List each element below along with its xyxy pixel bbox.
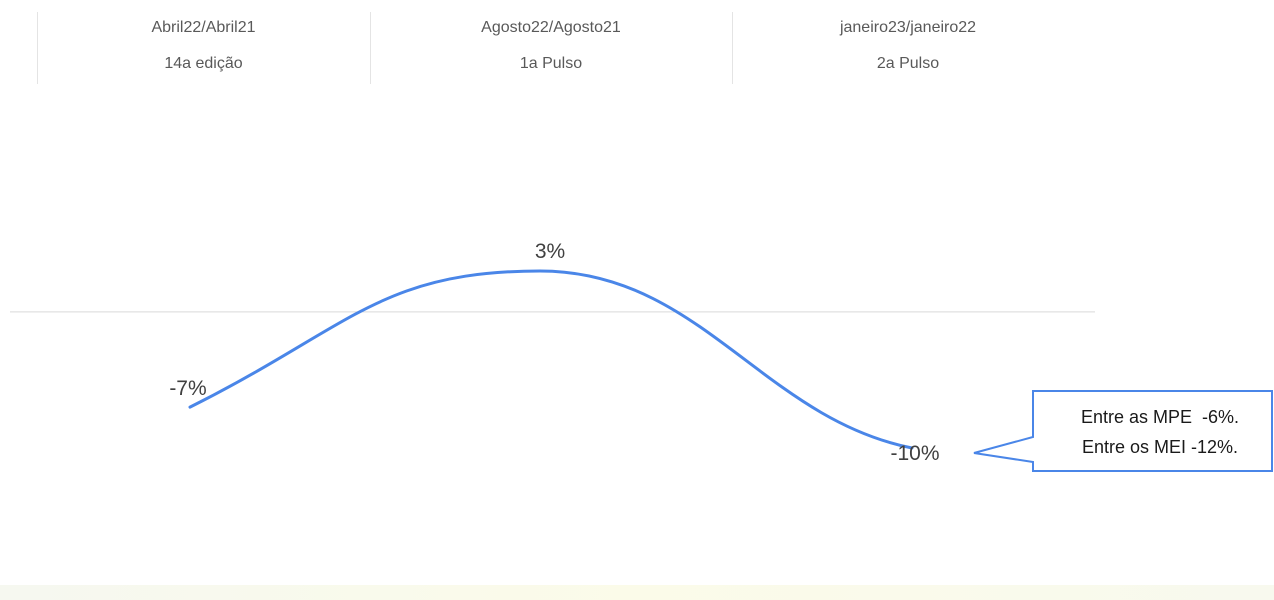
data-label: -10% (890, 442, 939, 465)
period-label-3: janeiro23/janeiro22 (839, 19, 977, 36)
data-labels: -7% 3% -10% (169, 240, 939, 465)
period-column-1: Abril22/Abril21 14a edição (37, 12, 370, 84)
period-edition-1: 14a edição (164, 55, 243, 72)
annotation-callout: Entre as MPE -6%. Entre os MEI -12%. (973, 390, 1273, 472)
series-line (188, 269, 914, 450)
data-label: 3% (535, 240, 565, 263)
data-label: -7% (169, 377, 206, 400)
column-divider (37, 12, 38, 84)
period-edition-2: 1a Pulso (519, 55, 583, 72)
period-header: Abril22/Abril21 14a edição Agosto22/Agos… (0, 0, 1100, 86)
period-column-2: Agosto22/Agosto21 1a Pulso (370, 12, 732, 84)
period-label-2: Agosto22/Agosto21 (481, 19, 621, 36)
column-divider (732, 12, 733, 84)
column-divider (370, 12, 371, 84)
period-label-1: Abril22/Abril21 (151, 19, 256, 36)
callout-box (973, 390, 1273, 472)
footer-strip (0, 585, 1274, 600)
callout-text-line: Entre as MPE -6%. (1081, 407, 1239, 427)
callout-text-line: Entre os MEI -12%. (1082, 437, 1238, 457)
period-column-3: janeiro23/janeiro22 2a Pulso (732, 12, 1084, 84)
period-edition-3: 2a Pulso (876, 55, 940, 72)
